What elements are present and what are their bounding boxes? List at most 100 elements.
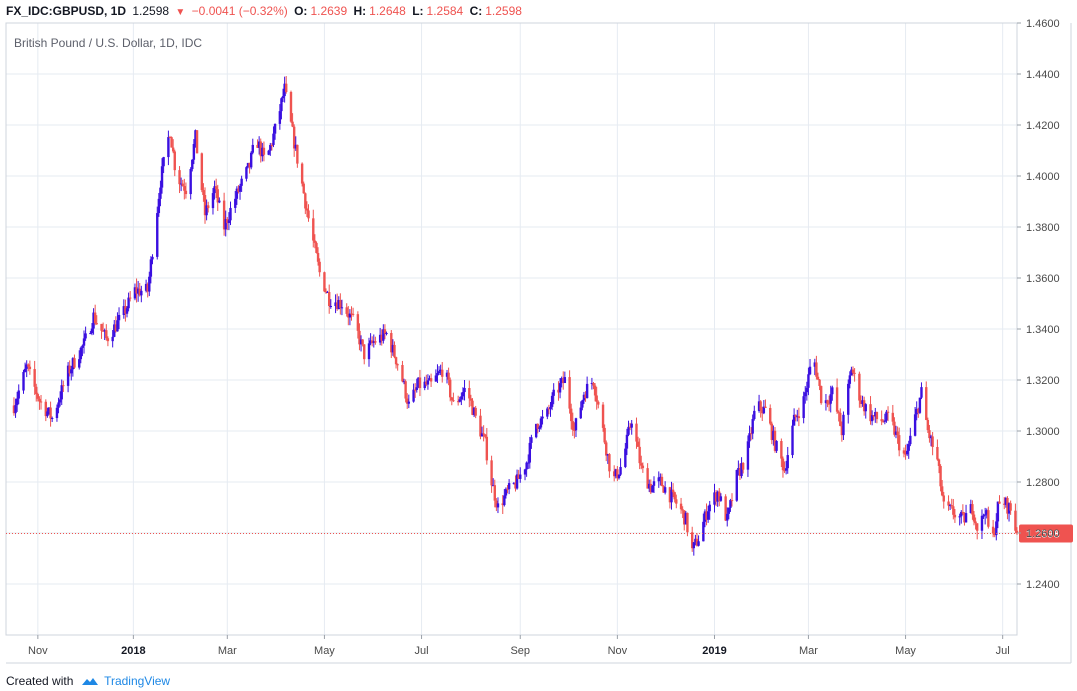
- candle-body: [730, 500, 734, 502]
- candle-body: [684, 512, 688, 525]
- candle-body: [44, 401, 48, 417]
- candle-body: [918, 397, 922, 413]
- candle-body: [251, 144, 254, 153]
- candle-body: [125, 308, 129, 314]
- candle-body: [616, 469, 619, 479]
- candle-body: [472, 407, 476, 415]
- candle-body: [39, 401, 43, 403]
- candle-body: [300, 163, 304, 184]
- candle-body: [245, 167, 248, 179]
- candle-body: [184, 190, 188, 195]
- price-change: −0.0041 (−0.32%): [191, 4, 288, 18]
- candle-body: [872, 415, 875, 417]
- candle-body: [673, 492, 676, 500]
- candle-body: [315, 242, 318, 253]
- candle-body: [73, 358, 76, 368]
- candle-body: [404, 381, 407, 399]
- tradingview-link[interactable]: TradingView: [104, 674, 171, 688]
- candle-body: [479, 415, 482, 437]
- candle-body: [70, 369, 73, 374]
- candle-body: [148, 276, 151, 292]
- candle-body: [128, 297, 132, 299]
- candle-body: [1006, 498, 1009, 514]
- candle-body: [864, 404, 867, 412]
- candle-body: [848, 375, 852, 384]
- candle-body: [214, 186, 218, 190]
- candle-body: [942, 495, 945, 502]
- candle-body: [749, 433, 753, 435]
- candle-body: [393, 344, 396, 358]
- low-value: 1.2584: [426, 4, 464, 18]
- candle-body: [937, 459, 941, 466]
- candle-body: [714, 492, 718, 502]
- candle-body: [987, 510, 990, 527]
- candle-body: [584, 394, 587, 399]
- candle-body: [659, 476, 662, 478]
- candle-body: [893, 421, 896, 435]
- candle-body: [229, 207, 232, 221]
- candle-body: [259, 141, 262, 157]
- symbol-label[interactable]: FX_IDC:GBPUSD, 1D: [6, 4, 127, 18]
- candle-body: [794, 414, 797, 418]
- candle-body: [719, 496, 723, 501]
- price-axis[interactable]: 1.2400 1.2600 1.2800 1.3000 1.3200 1.3400 1.36…: [1017, 18, 1060, 591]
- candle-body: [114, 324, 118, 332]
- candle-body: [62, 385, 65, 387]
- candle-body: [660, 476, 664, 487]
- candle-body: [523, 469, 527, 475]
- candle-body: [406, 398, 409, 404]
- candle-body: [850, 369, 853, 376]
- candle-body: [961, 511, 965, 514]
- candle-body: [913, 414, 917, 436]
- candle-body: [216, 189, 219, 203]
- candle-body: [124, 306, 127, 314]
- candle-body: [1007, 503, 1011, 514]
- candle-body: [816, 376, 820, 380]
- candle-body: [683, 510, 686, 525]
- candle-body: [515, 474, 519, 489]
- candle-body: [902, 450, 906, 454]
- candle-body: [289, 91, 293, 122]
- candle-body: [273, 123, 277, 134]
- candle-body: [136, 288, 140, 294]
- candle-body: [875, 411, 879, 420]
- candle-body: [562, 378, 565, 384]
- candle-body: [675, 499, 678, 504]
- candle-body: [993, 533, 996, 536]
- time-axis[interactable]: Nov 2018 Mar May Jul Sep Nov 2019 Mar May Jul: [28, 635, 1010, 657]
- candle-body: [503, 495, 506, 506]
- candle-body: [995, 521, 998, 536]
- candle-body: [426, 380, 430, 385]
- candle-body: [796, 416, 799, 418]
- last-price-label: 1.2598: [1026, 529, 1060, 541]
- high-label: H:: [353, 4, 367, 18]
- candle-body: [769, 407, 772, 424]
- candle-body: [936, 447, 939, 460]
- candle-body: [149, 259, 153, 277]
- candle-body: [627, 426, 630, 435]
- candle-body: [528, 442, 532, 463]
- candle-body: [436, 373, 439, 376]
- candle-body: [775, 441, 778, 451]
- candle-body: [952, 506, 955, 515]
- candle-body: [173, 151, 176, 171]
- candle-body: [692, 542, 695, 549]
- candle-body: [151, 256, 154, 260]
- candle-body: [1009, 503, 1012, 511]
- candle-body: [964, 513, 968, 523]
- candle-body: [534, 423, 538, 438]
- candle-body: [423, 381, 426, 389]
- candle-body: [113, 324, 116, 337]
- candle-body: [764, 406, 767, 408]
- candle-body: [46, 411, 49, 417]
- candle-body: [27, 364, 30, 367]
- candle-body: [71, 358, 75, 370]
- candle-body: [407, 401, 411, 404]
- candle-body: [361, 339, 364, 345]
- candle-body: [262, 147, 266, 155]
- candle-body: [504, 488, 508, 496]
- footer: Created with TradingView: [6, 674, 170, 688]
- candle-body: [563, 377, 567, 384]
- candle-body: [595, 395, 598, 402]
